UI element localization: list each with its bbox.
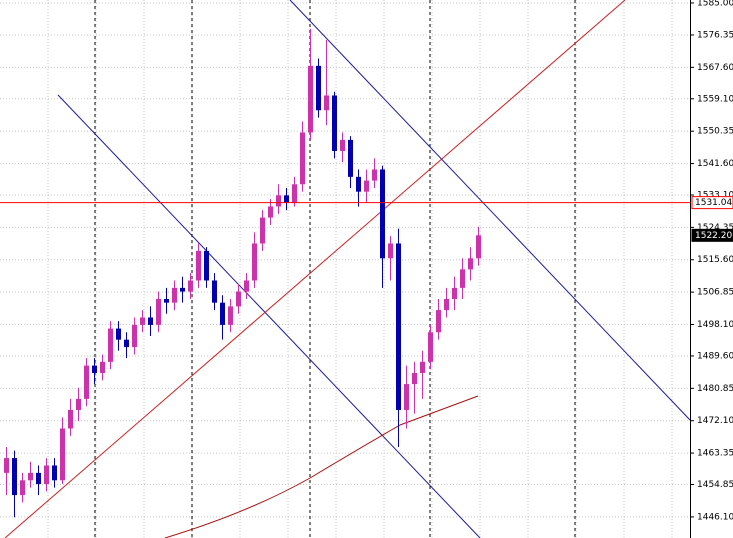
moving-average [164,395,479,538]
candle-body [380,169,385,259]
candle-body [20,480,25,496]
candle-body [316,65,321,111]
candle-body [196,250,201,281]
y-tick-label: 1454.85 [697,480,733,490]
candle-body [452,287,457,299]
candle-body [244,280,249,292]
candle-body [204,250,209,281]
candle-body [124,339,129,348]
y-tick-label: 1498.10 [697,320,733,330]
candle-body [460,269,465,288]
channel-line [57,94,481,538]
candle-body [148,317,153,325]
candle-body [212,280,217,303]
y-tick-label: 1533.10 [697,190,733,200]
candle-body [372,169,377,181]
price-label: 1522.20 [695,231,732,241]
candle-body [180,287,185,292]
grid [0,0,690,538]
y-tick-label: 1480.85 [697,384,733,394]
candle-body [52,465,57,481]
channel-line [289,0,691,421]
candle-body [268,206,273,218]
price-label: 1531.04 [695,198,732,208]
trend-line [4,0,626,538]
candle-body [292,184,297,203]
candle-body [4,458,9,473]
candle-body [92,365,97,373]
y-tick-label: 1524.35 [697,223,733,233]
candle-body [276,195,281,207]
candle-body [68,409,73,429]
candle-body [444,298,449,311]
candle-body [188,280,193,292]
y-tick-label: 1585.00 [697,0,733,8]
candle-body [108,328,113,362]
candle-body [76,398,81,410]
candle-body [156,298,161,325]
candle-body [412,372,417,385]
y-tick-label: 1446.10 [697,512,733,522]
candle-body [324,95,329,111]
candle-body [388,243,393,259]
candle-body [172,287,177,303]
y-tick-label: 1559.10 [697,94,733,104]
candle-body [164,298,169,303]
y-tick-label: 1489.60 [697,351,733,361]
candle-body [356,176,361,192]
candle-body [100,361,105,373]
candle-body [84,365,89,399]
candle-body [252,243,257,281]
y-tick-label: 1576.35 [697,30,733,40]
candle-body [12,458,17,496]
price-label-box [691,196,733,210]
candle-body [420,361,425,373]
candle-body [428,332,433,362]
y-tick-label: 1515.60 [697,255,733,265]
candle-body [284,195,289,203]
candle-body [36,472,41,484]
trend-lines [4,0,691,538]
candle-body [364,180,369,192]
period-separators [94,0,576,538]
candle-body [332,95,337,151]
candle-body [60,428,65,481]
candle-body [228,306,233,325]
candle-body [44,465,49,484]
candle-body [348,139,353,177]
candle-body [132,324,137,348]
candle-body [236,291,241,307]
y-tick-label: 1567.60 [697,63,733,73]
candle-body [116,328,121,340]
candle-body [260,217,265,244]
candle-body [404,384,409,410]
price-label-box [691,228,733,242]
y-tick-label: 1463.35 [697,449,733,459]
y-tick-label: 1472.10 [697,416,733,426]
candle-body [476,235,481,259]
candle-body [220,302,225,325]
candle-body [436,310,441,333]
candle-body [28,472,33,481]
candle-body [396,243,401,410]
price-axis: 1585.00 1576.35 1567.60 1559.10 1550.35 1541.… [690,0,733,538]
y-tick-label: 1506.85 [697,288,733,298]
y-tick-label: 1541.60 [697,159,733,169]
candle-body [140,317,145,325]
candle-body [340,139,345,151]
candle-body [308,65,313,133]
candle-body [468,258,473,270]
y-tick-label: 1550.35 [697,127,733,137]
candle-body [300,132,305,185]
candles [4,28,481,518]
